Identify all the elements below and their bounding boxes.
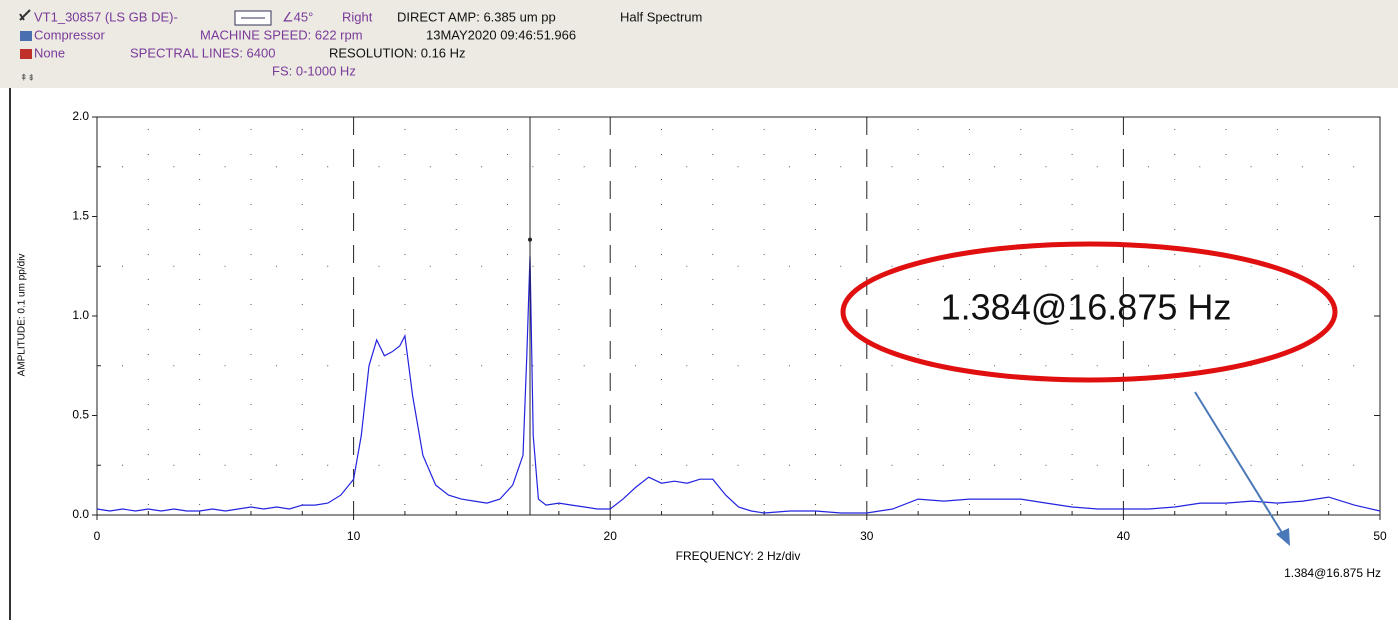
y-tick-label: 1.5	[72, 209, 89, 223]
callout-arrow	[1194, 391, 1285, 537]
machine-speed: MACHINE SPEED: 622 rpm	[200, 27, 363, 42]
spectral-lines: SPECTRAL LINES: 6400	[130, 45, 275, 60]
y-tick-label: 0.0	[72, 507, 89, 521]
callout-arrowhead	[1276, 528, 1290, 546]
sensor-name: VT1_30857 (LS GB DE)-	[34, 9, 178, 24]
plot-panel	[0, 88, 1398, 620]
y-tick-label: 0.5	[72, 408, 89, 422]
x-tick-label: 20	[604, 529, 618, 543]
y-axis-title: AMPLITUDE: 0.1 um pp/div	[17, 254, 28, 377]
machine-icon	[20, 31, 32, 41]
angle: ∠45°	[282, 9, 313, 24]
x-tick-label: 50	[1373, 529, 1387, 543]
x-axis-title: FREQUENCY: 2 Hz/div	[676, 549, 801, 563]
resolution: RESOLUTION: 0.16 Hz	[329, 45, 466, 60]
spectrum-line	[96, 256, 1381, 514]
y-tick-label: 2.0	[72, 109, 89, 123]
x-tick-label: 30	[860, 529, 874, 543]
spectrum-mode: Half Spectrum	[620, 9, 702, 24]
filter: None	[34, 45, 65, 60]
sensor-icon	[19, 9, 31, 21]
direct-amp: DIRECT AMP: 6.385 um pp	[397, 9, 556, 24]
filter-icon	[20, 49, 32, 59]
x-tick-label: 0	[94, 529, 101, 543]
y-tick-label: 1.0	[72, 308, 89, 322]
header-panel	[0, 0, 1398, 88]
x-tick-label: 10	[347, 529, 361, 543]
x-tick-label: 40	[1117, 529, 1131, 543]
side: Right	[342, 9, 373, 24]
cursor-point	[528, 237, 533, 242]
collapse-icon[interactable]: ⇞⇟	[20, 72, 35, 82]
machine: Compressor	[34, 27, 105, 42]
callout-text: 1.384@16.875 Hz	[941, 287, 1232, 328]
full-scale: FS: 0-1000 Hz	[272, 63, 356, 78]
cursor-readout: 1.384@16.875 Hz	[1284, 566, 1381, 580]
callout-ellipse	[840, 241, 1338, 383]
timestamp: 13MAY2020 09:46:51.966	[426, 27, 576, 42]
